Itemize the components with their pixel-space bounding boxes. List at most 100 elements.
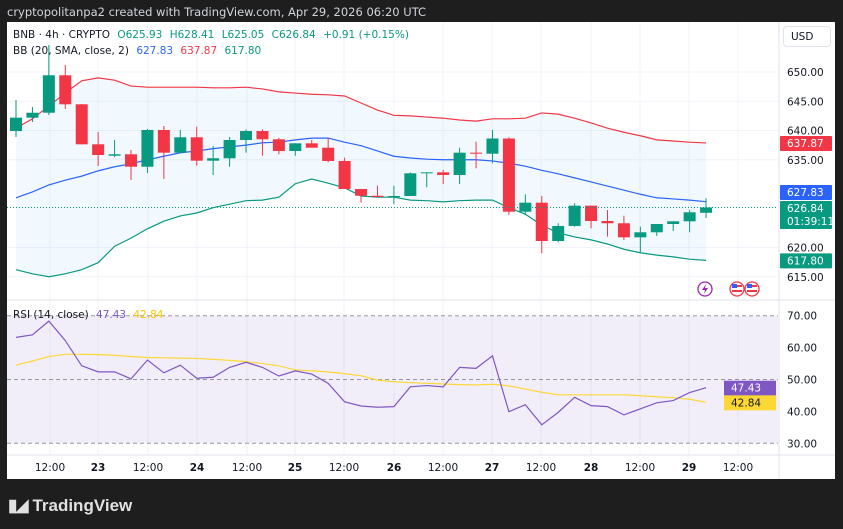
candle	[437, 169, 450, 185]
bb-basis-value: 627.83	[136, 45, 174, 57]
flag-stripe	[732, 290, 742, 292]
candle	[535, 196, 548, 254]
time-tick-label: 25	[288, 462, 303, 474]
rsi-tick-label: 40.00	[787, 406, 817, 418]
time-tick-label: 12:00	[428, 462, 458, 474]
candle	[470, 141, 483, 169]
candle	[568, 203, 581, 227]
price-tick-label: 620.00	[787, 243, 824, 255]
time-tick-label: 28	[584, 462, 599, 474]
price-tick-label: 635.00	[787, 155, 824, 167]
candle	[634, 226, 647, 253]
flag-canton	[747, 284, 752, 288]
time-tick-label: 26	[387, 462, 402, 474]
close-value: C626.84	[271, 29, 316, 41]
candle-body	[683, 212, 696, 222]
candle-body	[141, 129, 154, 167]
candle	[453, 147, 466, 185]
bb-basis-badge	[780, 185, 832, 200]
candle-body	[420, 172, 433, 174]
candle	[10, 100, 22, 137]
candle	[207, 146, 220, 176]
candle-body	[92, 144, 105, 156]
candle-body	[486, 138, 499, 154]
rsi-value-badge-text: 47.43	[731, 383, 761, 395]
candle-body	[157, 129, 170, 153]
rsi-tick-label: 70.00	[787, 311, 817, 323]
last-price-badge	[780, 201, 832, 229]
candle-body	[700, 207, 713, 213]
low-value: L625.05	[221, 29, 265, 41]
candle	[305, 139, 318, 148]
candle-body	[552, 225, 565, 242]
candle-body	[453, 152, 466, 176]
time-tick-label: 12:00	[723, 462, 753, 474]
bb-lower-badge	[780, 253, 832, 269]
bb-label[interactable]: BB (20, SMA, close, 2)	[13, 45, 129, 57]
time-tick-label: 24	[190, 462, 205, 474]
rsi-tick-label: 30.00	[787, 438, 817, 450]
candle-body	[650, 223, 663, 233]
candle-body	[322, 147, 335, 161]
candle	[59, 64, 72, 109]
candle	[157, 125, 170, 179]
candle-body	[437, 172, 450, 176]
change-value: +0.91 (+0.15%)	[323, 29, 409, 41]
bb-legend: BB (20, SMA, close, 2) 627.83 637.87 617…	[13, 45, 265, 57]
rsi-ma-badge-text: 42.84	[731, 397, 761, 409]
flag-canton	[732, 284, 737, 288]
price-tick-label: 615.00	[787, 272, 824, 284]
rsi-legend: RSI (14, close) 47.43 42.84	[13, 309, 167, 321]
rsi-ma-badge	[724, 395, 776, 411]
candle-body	[617, 223, 630, 238]
candle-body	[404, 173, 417, 197]
countdown-text: 01:39:11	[787, 216, 834, 228]
high-value: H628.41	[169, 29, 215, 41]
tradingview-logo[interactable]: ▮◢ TradingView	[8, 496, 132, 516]
price-tick-label: 650.00	[787, 67, 824, 79]
candle-body	[634, 232, 647, 238]
bb-upper-line	[15, 77, 707, 144]
rsi-tick-label: 60.00	[787, 343, 817, 355]
candle-body	[272, 139, 285, 151]
tradingview-mark-icon: ▮◢	[8, 496, 28, 515]
candle-body	[519, 202, 532, 212]
candle	[223, 136, 236, 167]
time-tick-label: 12:00	[35, 462, 65, 474]
candle	[338, 157, 351, 189]
candle	[289, 143, 302, 156]
candle	[486, 129, 499, 164]
rsi-label[interactable]: RSI (14, close)	[13, 309, 89, 321]
symbol-label[interactable]: BNB · 4h · CRYPTO	[13, 29, 111, 41]
candle	[650, 223, 663, 236]
candle	[92, 132, 105, 167]
candle-body	[207, 158, 220, 161]
rsi-value: 47.43	[96, 309, 127, 321]
rsi-line	[15, 320, 707, 426]
candle	[585, 205, 598, 229]
candle	[667, 221, 680, 232]
currency-button[interactable]: USD	[783, 26, 831, 47]
symbol-legend: BNB · 4h · CRYPTO O625.93 H628.41 L625.0…	[13, 29, 413, 41]
candle-body	[305, 143, 318, 148]
bb-lower-badge-text: 617.80	[787, 255, 824, 267]
candle	[256, 129, 269, 156]
candle	[371, 185, 384, 198]
candle	[42, 44, 55, 115]
candle	[700, 198, 713, 218]
candle	[519, 194, 532, 215]
candle-body	[240, 131, 253, 140]
candle	[601, 210, 614, 237]
last-price-badge-text: 626.84	[787, 203, 824, 215]
candle	[240, 129, 253, 153]
candle-body	[667, 221, 680, 224]
candle	[404, 172, 417, 197]
bb-upper-badge-text: 637.87	[787, 138, 824, 150]
candle-body	[601, 220, 614, 224]
bb-upper-value: 637.87	[180, 45, 218, 57]
chart-panel[interactable]	[7, 22, 835, 479]
candle	[552, 223, 565, 243]
candle-body	[568, 205, 581, 226]
candle	[387, 185, 400, 205]
